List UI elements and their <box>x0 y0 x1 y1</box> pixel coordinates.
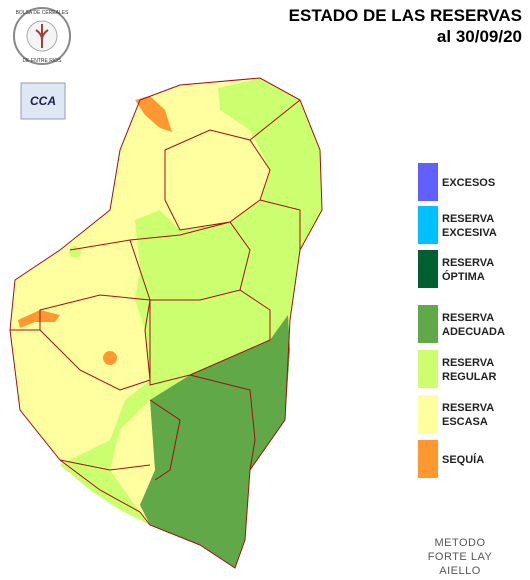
method-text: AIELLO <box>439 565 481 577</box>
legend-label: EXCESIVA <box>442 227 497 239</box>
legend-label: RESERVA <box>442 312 494 324</box>
legend-label: ADECUADA <box>442 326 505 338</box>
method: METODO FORTE LAY AIELLO <box>428 537 493 577</box>
region <box>69 246 81 258</box>
department-borders <box>9 77 323 569</box>
region <box>140 315 290 568</box>
cca-text: CCA <box>30 94 56 108</box>
legend-swatch <box>418 305 438 343</box>
region <box>60 78 322 525</box>
legend-swatch <box>418 163 438 201</box>
region <box>18 310 60 328</box>
legend-label: RESERVA <box>442 213 494 225</box>
logo-text: DE ENTRE RIOS <box>23 58 63 64</box>
legend-label: RESERVA <box>442 402 494 414</box>
cca-logo: CCA <box>20 82 66 120</box>
method-text: METODO <box>434 537 485 549</box>
bolsa-logo: BOLSA DE CEREALES DE ENTRE RIOS <box>13 7 71 65</box>
legend-swatch <box>418 350 438 388</box>
method-text: FORTE LAY <box>428 551 493 563</box>
legend-label: RESERVA <box>442 257 494 269</box>
region <box>135 96 172 132</box>
legend-swatch <box>418 206 438 244</box>
legend-swatch <box>418 250 438 288</box>
logo-text: BOLSA DE CEREALES <box>16 10 69 16</box>
region <box>103 351 117 365</box>
legend: EXCESOSRESERVAEXCESIVARESERVAÓPTIMARESER… <box>418 163 505 478</box>
legend-label: RESERVA <box>442 357 494 369</box>
legend-label: ESCASA <box>442 416 488 428</box>
title: ESTADO DE LAS RESERVAS <box>289 6 522 25</box>
legend-swatch <box>418 395 438 433</box>
legend-swatch <box>418 440 438 478</box>
date: al 30/09/20 <box>437 27 522 46</box>
legend-label: REGULAR <box>442 371 496 383</box>
map <box>9 77 323 569</box>
legend-label: SEQUÍA <box>442 453 484 466</box>
legend-label: ÓPTIMA <box>442 270 485 283</box>
legend-label: EXCESOS <box>442 177 495 189</box>
